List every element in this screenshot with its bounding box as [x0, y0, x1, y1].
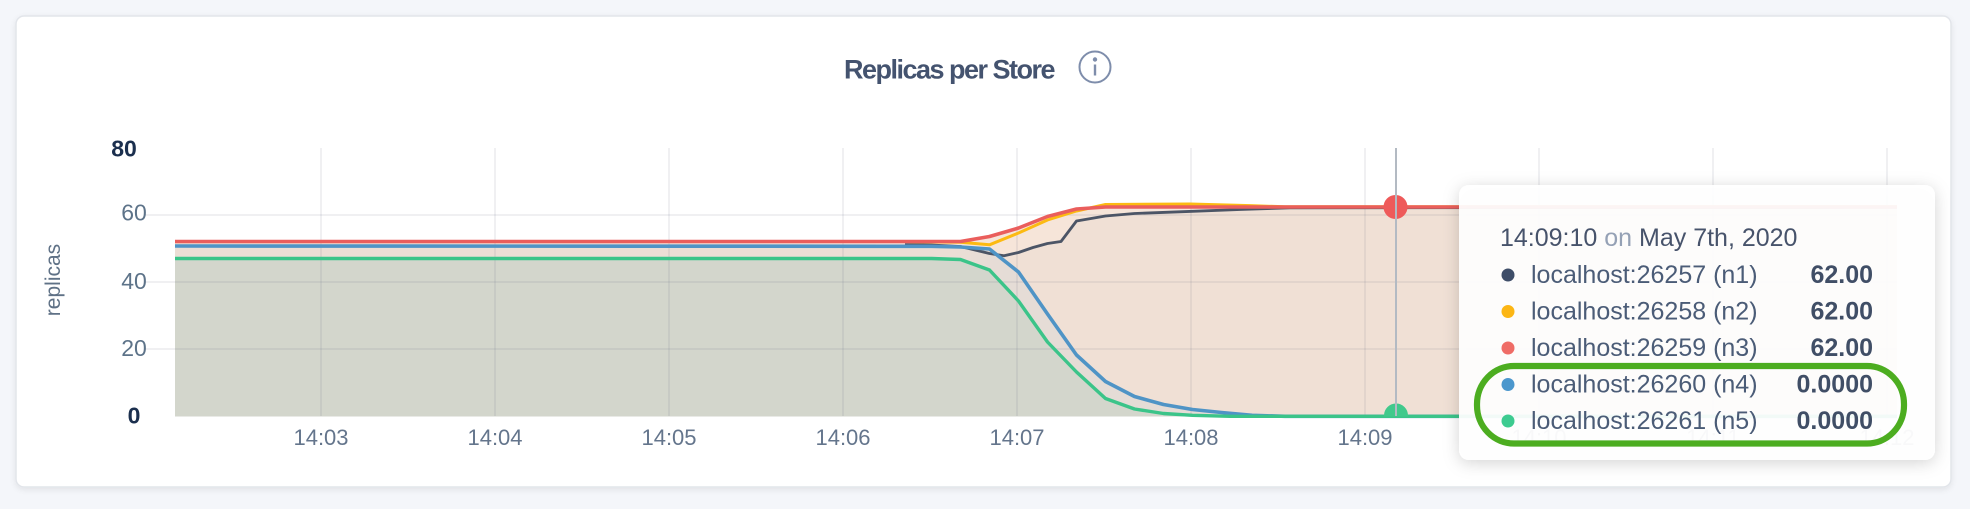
svg-text:localhost:26261 (n5): localhost:26261 (n5) — [1531, 407, 1758, 435]
svg-text:localhost:26259 (n3): localhost:26259 (n3) — [1531, 334, 1758, 362]
svg-text:80: 80 — [111, 136, 137, 162]
svg-text:localhost:26257 (n1): localhost:26257 (n1) — [1531, 261, 1758, 289]
svg-text:0: 0 — [128, 403, 141, 429]
svg-text:14:05: 14:05 — [641, 425, 696, 450]
svg-text:14:07: 14:07 — [989, 425, 1044, 450]
svg-text:localhost:26258 (n2): localhost:26258 (n2) — [1531, 298, 1758, 326]
svg-text:0.0000: 0.0000 — [1797, 371, 1873, 399]
svg-text:40: 40 — [121, 268, 147, 294]
svg-text:62.00: 62.00 — [1810, 298, 1873, 326]
svg-text:replicas: replicas — [42, 244, 65, 316]
svg-text:14:08: 14:08 — [1163, 425, 1218, 450]
svg-text:14:06: 14:06 — [815, 425, 870, 450]
svg-text:62.00: 62.00 — [1810, 334, 1873, 362]
svg-text:Replicas per Store: Replicas per Store — [844, 55, 1056, 85]
svg-text:14:09: 14:09 — [1337, 425, 1392, 450]
svg-text:14:09:10 on May 7th, 2020: 14:09:10 on May 7th, 2020 — [1500, 224, 1797, 252]
svg-text:14:04: 14:04 — [467, 425, 522, 450]
svg-text:20: 20 — [121, 335, 147, 361]
svg-text:localhost:26260 (n4): localhost:26260 (n4) — [1531, 371, 1758, 399]
svg-text:0.0000: 0.0000 — [1797, 407, 1873, 435]
svg-text:60: 60 — [121, 200, 147, 226]
svg-text:14:03: 14:03 — [293, 425, 348, 450]
svg-text:62.00: 62.00 — [1810, 261, 1873, 289]
